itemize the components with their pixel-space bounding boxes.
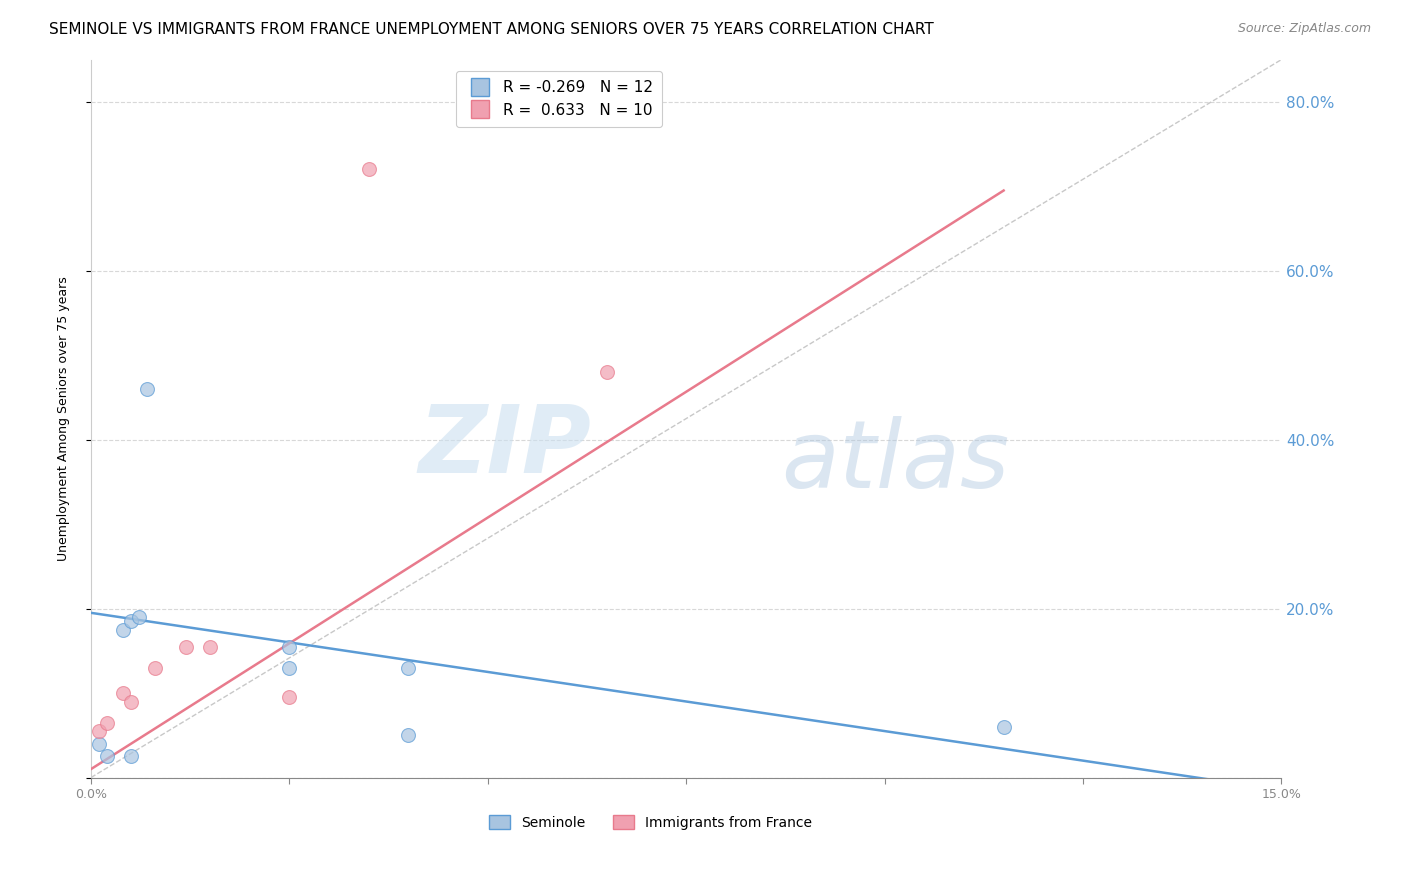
Point [278,690,301,705]
Point [96,749,118,764]
Point [596,365,619,379]
Point [128,610,150,624]
Point [398,661,420,675]
Point [111,623,134,637]
Point [198,640,221,654]
Text: ZIP: ZIP [418,401,591,493]
Point [120,614,142,628]
Point [135,382,157,396]
Y-axis label: Unemployment Among Seniors over 75 years: Unemployment Among Seniors over 75 years [58,277,70,561]
Text: SEMINOLE VS IMMIGRANTS FROM FRANCE UNEMPLOYMENT AMONG SENIORS OVER 75 YEARS CORR: SEMINOLE VS IMMIGRANTS FROM FRANCE UNEMP… [49,22,934,37]
Text: atlas: atlas [782,417,1010,508]
Point [143,661,166,675]
Text: Source: ZipAtlas.com: Source: ZipAtlas.com [1237,22,1371,36]
Point [993,720,1015,734]
Point [120,694,142,708]
Point [174,640,197,654]
Point [87,737,110,751]
Legend: Seminole, Immigrants from France: Seminole, Immigrants from France [484,809,817,835]
Point [278,640,301,654]
Point [120,749,142,764]
Point [111,686,134,700]
Point [278,661,301,675]
Point [357,162,380,177]
Point [398,728,420,742]
Point [87,724,110,739]
Point [96,715,118,730]
